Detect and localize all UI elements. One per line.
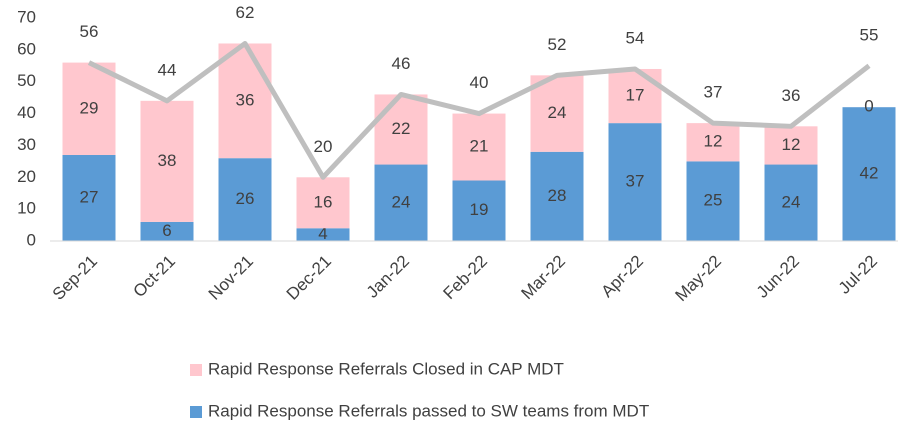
line-data-label: 62	[236, 3, 255, 22]
bar-segment	[218, 158, 272, 241]
bar-segment	[686, 161, 740, 241]
line-data-label: 20	[314, 137, 333, 156]
x-tick-label: Nov-21	[205, 252, 257, 304]
bar-segment	[452, 180, 506, 241]
data-label: 19	[470, 200, 489, 219]
data-label: 16	[314, 192, 333, 211]
x-tick-label: Feb-22	[439, 252, 491, 304]
line-data-label: 40	[470, 73, 489, 92]
x-tick-label: Jun-22	[753, 252, 803, 302]
bar-segment	[296, 228, 350, 241]
legend-swatch	[190, 406, 202, 418]
bar-segment	[608, 68, 662, 124]
data-label: 38	[158, 151, 177, 170]
bar-segment	[530, 151, 584, 241]
line-data-label: 37	[704, 83, 723, 102]
y-tick-label: 40	[17, 103, 36, 122]
bar-segment	[218, 43, 272, 159]
bar-segment	[62, 62, 116, 155]
data-label: 24	[548, 103, 567, 122]
bar-segment	[764, 164, 818, 241]
bar-segment	[374, 164, 428, 241]
y-tick-label: 20	[17, 167, 36, 186]
y-tick-label: 0	[27, 230, 36, 249]
data-label: 42	[860, 164, 879, 183]
line-data-label: 56	[80, 22, 99, 41]
x-tick-label: Jan-22	[363, 252, 413, 302]
x-tick-label: Mar-22	[517, 252, 569, 304]
data-label: 17	[626, 86, 645, 105]
y-tick-label: 50	[17, 71, 36, 90]
data-label: 24	[782, 192, 801, 211]
bar-segment	[140, 221, 194, 241]
line-data-label: 44	[158, 60, 177, 79]
bar-segment	[608, 123, 662, 241]
data-label: 26	[236, 189, 255, 208]
data-label: 29	[80, 98, 99, 117]
legend-label: Rapid Response Referrals Closed in CAP M…	[208, 359, 564, 378]
bar-segment	[296, 177, 350, 229]
y-tick-label: 30	[17, 135, 36, 154]
legend-swatch	[190, 364, 202, 376]
data-label: 36	[236, 90, 255, 109]
line-data-label: 55	[860, 25, 879, 44]
line-data-label: 54	[626, 28, 645, 47]
y-tick-label: 70	[17, 7, 36, 26]
bar-segment	[530, 75, 584, 152]
x-tick-label: Jul-22	[835, 252, 881, 298]
bar-segment	[62, 154, 116, 241]
y-tick-label: 60	[17, 39, 36, 58]
bar-segment	[374, 94, 428, 165]
line-data-label: 46	[392, 54, 411, 73]
x-tick-label: Apr-22	[597, 252, 647, 302]
bar-segment	[764, 126, 818, 165]
legend-label: Rapid Response Referrals passed to SW te…	[208, 401, 649, 420]
bar-segment	[452, 113, 506, 181]
data-label: 6	[162, 221, 171, 240]
bar-segment	[140, 100, 194, 222]
data-label: 12	[704, 132, 723, 151]
x-tick-label: Sep-21	[49, 252, 101, 304]
bar-segment	[842, 107, 896, 241]
data-label: 12	[782, 135, 801, 154]
data-label: 22	[392, 119, 411, 138]
data-label: 27	[80, 187, 99, 206]
data-label: 37	[626, 172, 645, 191]
x-tick-label: Dec-21	[283, 252, 335, 304]
data-label: 0	[864, 97, 873, 116]
x-tick-label: May-22	[671, 252, 725, 306]
data-label: 21	[470, 137, 489, 156]
data-label: 28	[548, 186, 567, 205]
data-label: 24	[392, 192, 411, 211]
x-tick-label: Oct-21	[129, 252, 179, 302]
data-label: 4	[318, 224, 327, 243]
line	[87, 40, 871, 180]
line-data-label: 36	[782, 86, 801, 105]
data-label: 25	[704, 191, 723, 210]
y-tick-label: 10	[17, 199, 36, 218]
bar-segment	[686, 123, 740, 162]
line-data-label: 52	[548, 35, 567, 54]
